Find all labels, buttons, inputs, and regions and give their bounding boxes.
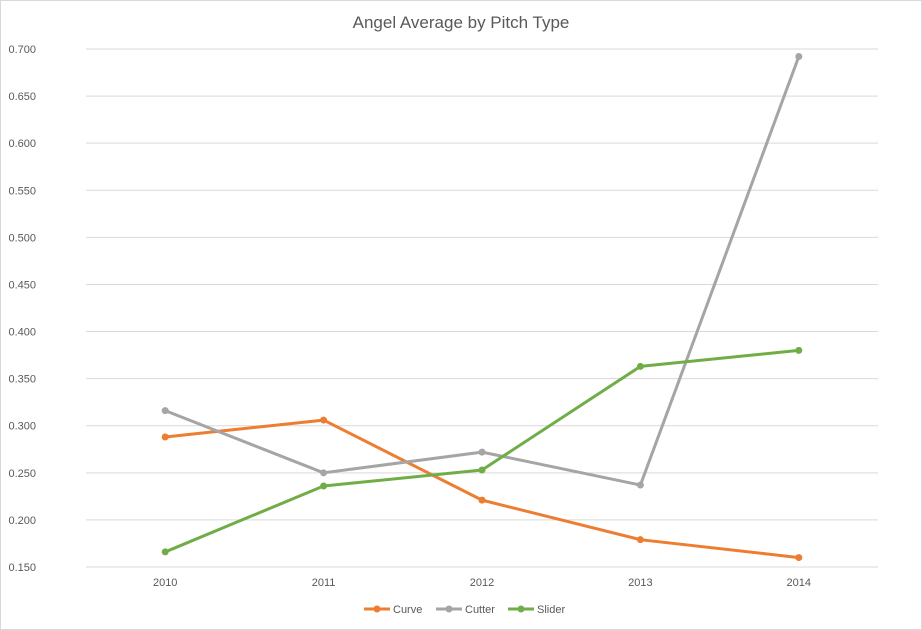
legend-item-curve: Curve	[364, 604, 422, 616]
y-tick-label: 0.450	[8, 279, 36, 291]
data-point-cutter	[320, 469, 328, 477]
gridlines	[86, 48, 878, 568]
y-tick-label: 0.150	[8, 562, 36, 574]
series-lines	[161, 53, 803, 562]
data-point-curve	[636, 536, 644, 544]
legend-label: Curve	[393, 604, 422, 616]
data-point-cutter	[636, 481, 644, 489]
legend-item-slider: Slider	[508, 604, 565, 616]
legend-label: Cutter	[465, 604, 495, 616]
series-cutter	[161, 53, 803, 489]
x-tick-label: 2010	[153, 577, 177, 589]
data-point-cutter	[161, 407, 169, 415]
data-point-cutter	[795, 53, 803, 61]
data-point-curve	[478, 496, 486, 504]
y-tick-label: 0.400	[8, 327, 36, 339]
y-tick-label: 0.650	[8, 91, 36, 103]
legend-label: Slider	[537, 604, 565, 616]
chart-title: Angel Average by Pitch Type	[353, 13, 570, 32]
data-point-curve	[320, 416, 328, 424]
legend-item-cutter: Cutter	[436, 604, 495, 616]
series-line-cutter	[163, 55, 801, 487]
series-slider	[161, 346, 803, 556]
legend-swatch-marker	[445, 605, 453, 613]
data-point-slider	[636, 362, 644, 370]
data-point-slider	[161, 548, 169, 556]
y-tick-label: 0.200	[8, 515, 36, 527]
y-tick-label: 0.550	[8, 185, 36, 197]
legend: Curve Cutter Slider	[364, 604, 565, 616]
y-tick-label: 0.500	[8, 232, 36, 244]
series-line-curve	[163, 418, 801, 560]
data-point-curve	[161, 433, 169, 441]
legend-swatch-marker	[373, 605, 381, 613]
y-tick-label: 0.700	[8, 44, 36, 56]
data-point-cutter	[478, 448, 486, 456]
y-tick-label: 0.250	[8, 468, 36, 480]
series-curve	[161, 416, 803, 562]
y-axis-ticks: 0.150 0.200 0.250 0.300 0.350 0.400 0.450 0.500…	[8, 44, 36, 574]
legend-swatch-marker	[517, 605, 525, 613]
y-tick-label: 0.350	[8, 374, 36, 386]
y-tick-label: 0.600	[8, 138, 36, 150]
data-point-slider	[478, 466, 486, 474]
data-point-curve	[795, 554, 803, 562]
x-tick-label: 2014	[787, 577, 811, 589]
x-tick-label: 2011	[312, 577, 336, 589]
x-axis-ticks: 2010 2011 2012 2013 2014	[153, 577, 811, 589]
x-tick-label: 2012	[470, 577, 494, 589]
data-point-slider	[320, 482, 328, 490]
y-tick-label: 0.300	[8, 421, 36, 433]
x-tick-label: 2013	[628, 577, 652, 589]
data-point-slider	[795, 346, 803, 354]
